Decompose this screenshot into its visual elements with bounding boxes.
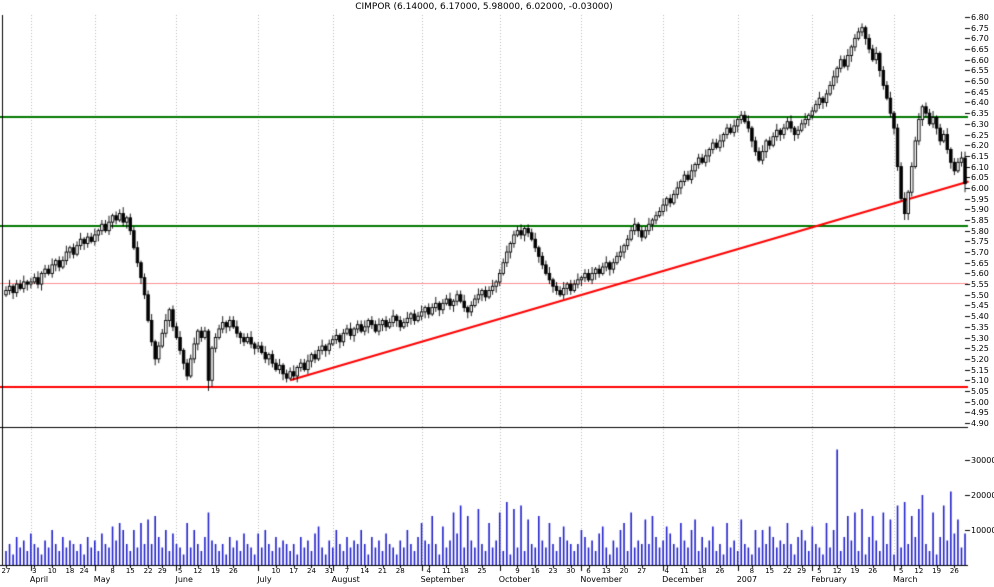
chart-title: CIMPOR (6.14000, 6.17000, 5.98000, 6.020…	[355, 2, 613, 12]
